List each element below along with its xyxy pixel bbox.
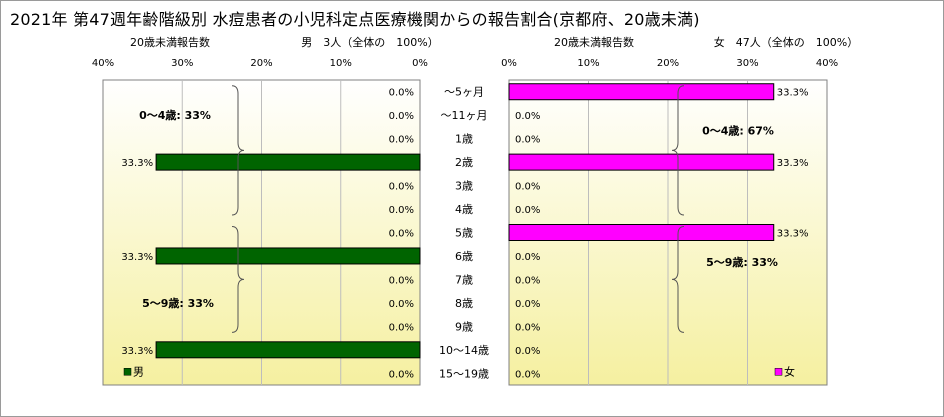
female-data-label: 0.0% xyxy=(515,135,540,146)
age-group-label: 6歳 xyxy=(455,250,473,263)
right-x-tick-label: 10% xyxy=(577,58,599,69)
male-bar xyxy=(155,247,421,265)
male-legend-label: 男 xyxy=(133,365,144,378)
left-x-tick-label: 30% xyxy=(171,58,193,69)
right-annotation-0-4: 0〜4歳: 67% xyxy=(702,124,774,138)
age-group-label: 15〜19歳 xyxy=(439,367,489,380)
male-data-label: 0.0% xyxy=(389,182,414,193)
male-data-label: 0.0% xyxy=(389,299,414,310)
right-x-tick-label: 40% xyxy=(816,58,838,69)
female-data-label: 0.0% xyxy=(515,322,540,333)
age-group-label: 〜11ヶ月 xyxy=(441,109,488,122)
right-annotation-5-9: 5〜9歳: 33% xyxy=(706,255,778,269)
age-group-label: 4歳 xyxy=(455,203,473,216)
age-group-label: 8歳 xyxy=(455,297,473,310)
male-data-label: 0.0% xyxy=(389,322,414,333)
male-data-label: 0.0% xyxy=(389,111,414,122)
chart-title: 2021年 第47週年齢階級別 水痘患者の小児科定点医療機関からの報告割合(京都… xyxy=(10,10,700,29)
left-x-tick-label: 0% xyxy=(412,58,428,69)
male-data-label: 0.0% xyxy=(389,369,414,380)
female-bar xyxy=(508,224,775,241)
right-x-tick-label: 30% xyxy=(736,58,758,69)
male-data-label: 0.0% xyxy=(389,229,414,240)
female-data-label: 0.0% xyxy=(515,182,540,193)
left-header-total: 男 3人（全体の 100%） xyxy=(301,35,438,49)
male-data-label: 0.0% xyxy=(389,205,414,216)
male-bar xyxy=(155,341,421,359)
age-group-label: 〜5ヶ月 xyxy=(444,86,484,99)
right-brace-5-9 xyxy=(671,226,685,333)
age-group-label: 10〜14歳 xyxy=(439,344,489,357)
female-data-label: 0.0% xyxy=(515,275,540,286)
female-data-label: 0.0% xyxy=(515,346,540,357)
female-data-label: 0.0% xyxy=(515,369,540,380)
female-bar xyxy=(508,83,775,101)
male-data-label: 0.0% xyxy=(389,275,414,286)
female-data-label: 0.0% xyxy=(515,111,540,122)
right-x-tick-label: 20% xyxy=(657,58,679,69)
left-brace-5-9 xyxy=(231,226,245,333)
female-legend-swatch xyxy=(774,368,783,376)
male-data-label: 0.0% xyxy=(389,88,414,99)
male-data-label: 33.3% xyxy=(121,252,153,263)
male-data-label: 33.3% xyxy=(121,346,153,357)
female-data-label: 0.0% xyxy=(515,252,540,263)
left-header-count-label: 20歳未満報告数 xyxy=(130,36,210,49)
right-x-tick-label: 0% xyxy=(501,58,517,69)
male-data-label: 0.0% xyxy=(389,135,414,146)
female-legend-label: 女 xyxy=(784,364,795,378)
left-brace-0-4 xyxy=(231,85,245,216)
female-data-label: 0.0% xyxy=(515,205,540,216)
right-header-count-label: 20歳未満報告数 xyxy=(554,36,634,49)
left-x-tick-label: 10% xyxy=(330,58,352,69)
left-annotation-0-4: 0〜4歳: 33% xyxy=(139,108,211,122)
female-bar xyxy=(508,153,775,171)
male-bar xyxy=(155,153,421,171)
left-x-tick-label: 20% xyxy=(250,58,272,69)
left-x-tick-label: 40% xyxy=(92,58,114,69)
age-group-label: 5歳 xyxy=(455,227,473,240)
female-data-label: 0.0% xyxy=(515,299,540,310)
female-data-label: 33.3% xyxy=(777,229,809,240)
age-group-label: 3歳 xyxy=(455,180,473,193)
age-group-label: 7歳 xyxy=(455,273,473,286)
male-data-label: 33.3% xyxy=(121,158,153,169)
female-data-label: 33.3% xyxy=(777,158,809,169)
age-group-label: 2歳 xyxy=(455,156,473,169)
age-group-label: 1歳 xyxy=(455,133,473,146)
left-annotation-5-9: 5〜9歳: 33% xyxy=(142,296,214,310)
female-data-label: 33.3% xyxy=(777,88,809,99)
right-brace-0-4 xyxy=(671,85,685,216)
right-header-total: 女 47人（全体の 100%） xyxy=(714,35,858,49)
male-legend-swatch xyxy=(123,368,132,376)
age-group-label: 9歳 xyxy=(455,320,473,333)
